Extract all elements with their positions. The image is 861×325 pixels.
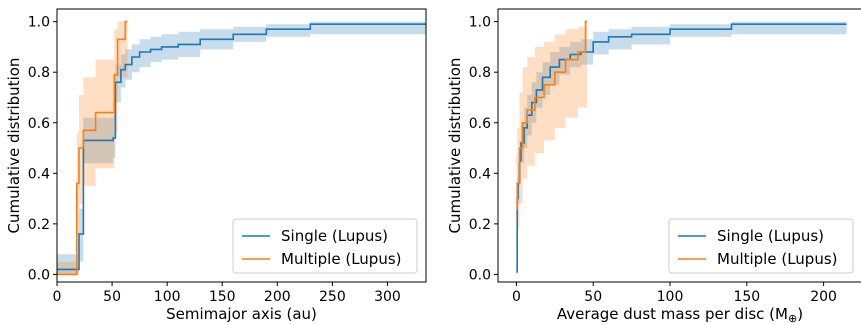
x-axis-label-subscript: ⊕ (788, 312, 797, 325)
y-tick-label: 0.0 (469, 267, 491, 283)
legend-box (232, 218, 418, 274)
x-axis-label: Semimajor axis (au) (166, 305, 317, 323)
legend-label-single: Single (Lupus) (717, 227, 824, 245)
x-tick-label: 250 (319, 289, 346, 305)
y-axis-label: Cumulative distribution (446, 58, 464, 234)
x-tick-label: 200 (264, 289, 291, 305)
x-tick-label: 50 (103, 289, 121, 305)
legend: Single (Lupus) Multiple (Lupus) (668, 218, 854, 274)
series-line-multiple (57, 20, 128, 276)
y-tick-label: 0.8 (28, 65, 50, 81)
x-tick-label: 100 (657, 289, 684, 305)
legend-box (668, 218, 854, 274)
x-tick-label: 0 (53, 289, 62, 305)
legend-label-multiple: Multiple (Lupus) (717, 250, 838, 268)
series-line-single (57, 23, 426, 271)
confidence-band-multiple (516, 21, 588, 250)
axes-frame (497, 8, 861, 283)
y-tick-label: 0.6 (28, 116, 50, 132)
x-axis-label: Average dust mass per disc (M⊕) (557, 305, 803, 325)
y-tick-label: 0.4 (469, 166, 491, 182)
y-tick-label: 0.2 (469, 217, 491, 233)
legend-label-multiple: Multiple (Lupus) (281, 250, 402, 268)
left-panel: 0 50 100 150 200 250 300 0.0 0.2 0.4 0.6 0.8 1.0 Semi… (5, 8, 427, 323)
right-panel: 0 50 100 150 200 0.0 0.2 0.4 0.6 0.8 1.0 Average du… (446, 8, 861, 325)
x-tick-label: 300 (374, 289, 401, 305)
plot-area (57, 20, 426, 276)
y-axis-label: Cumulative distribution (5, 58, 23, 234)
plot-area (516, 20, 847, 275)
x-tick-label: 150 (733, 289, 760, 305)
axes-frame (56, 8, 427, 283)
series-line-multiple (516, 20, 588, 210)
y-tick-label: 0.2 (28, 217, 50, 233)
y-tick-label: 0.8 (469, 65, 491, 81)
y-tick-label: 0.6 (469, 116, 491, 132)
x-tick-label: 200 (810, 289, 837, 305)
y-tick-label: 0.4 (28, 166, 50, 182)
x-axis-label-close: ) (797, 305, 803, 323)
y-tick-label: 0.0 (28, 267, 50, 283)
x-tick-label: 100 (154, 289, 181, 305)
x-tick-label: 50 (584, 289, 602, 305)
x-tick-label: 0 (512, 289, 521, 305)
y-tick-label: 1.0 (28, 15, 50, 31)
legend: Single (Lupus) Multiple (Lupus) (232, 218, 418, 274)
y-tick-label: 1.0 (469, 15, 491, 31)
confidence-band-multiple (57, 21, 128, 275)
legend-label-single: Single (Lupus) (281, 227, 388, 245)
x-tick-label: 150 (209, 289, 236, 305)
